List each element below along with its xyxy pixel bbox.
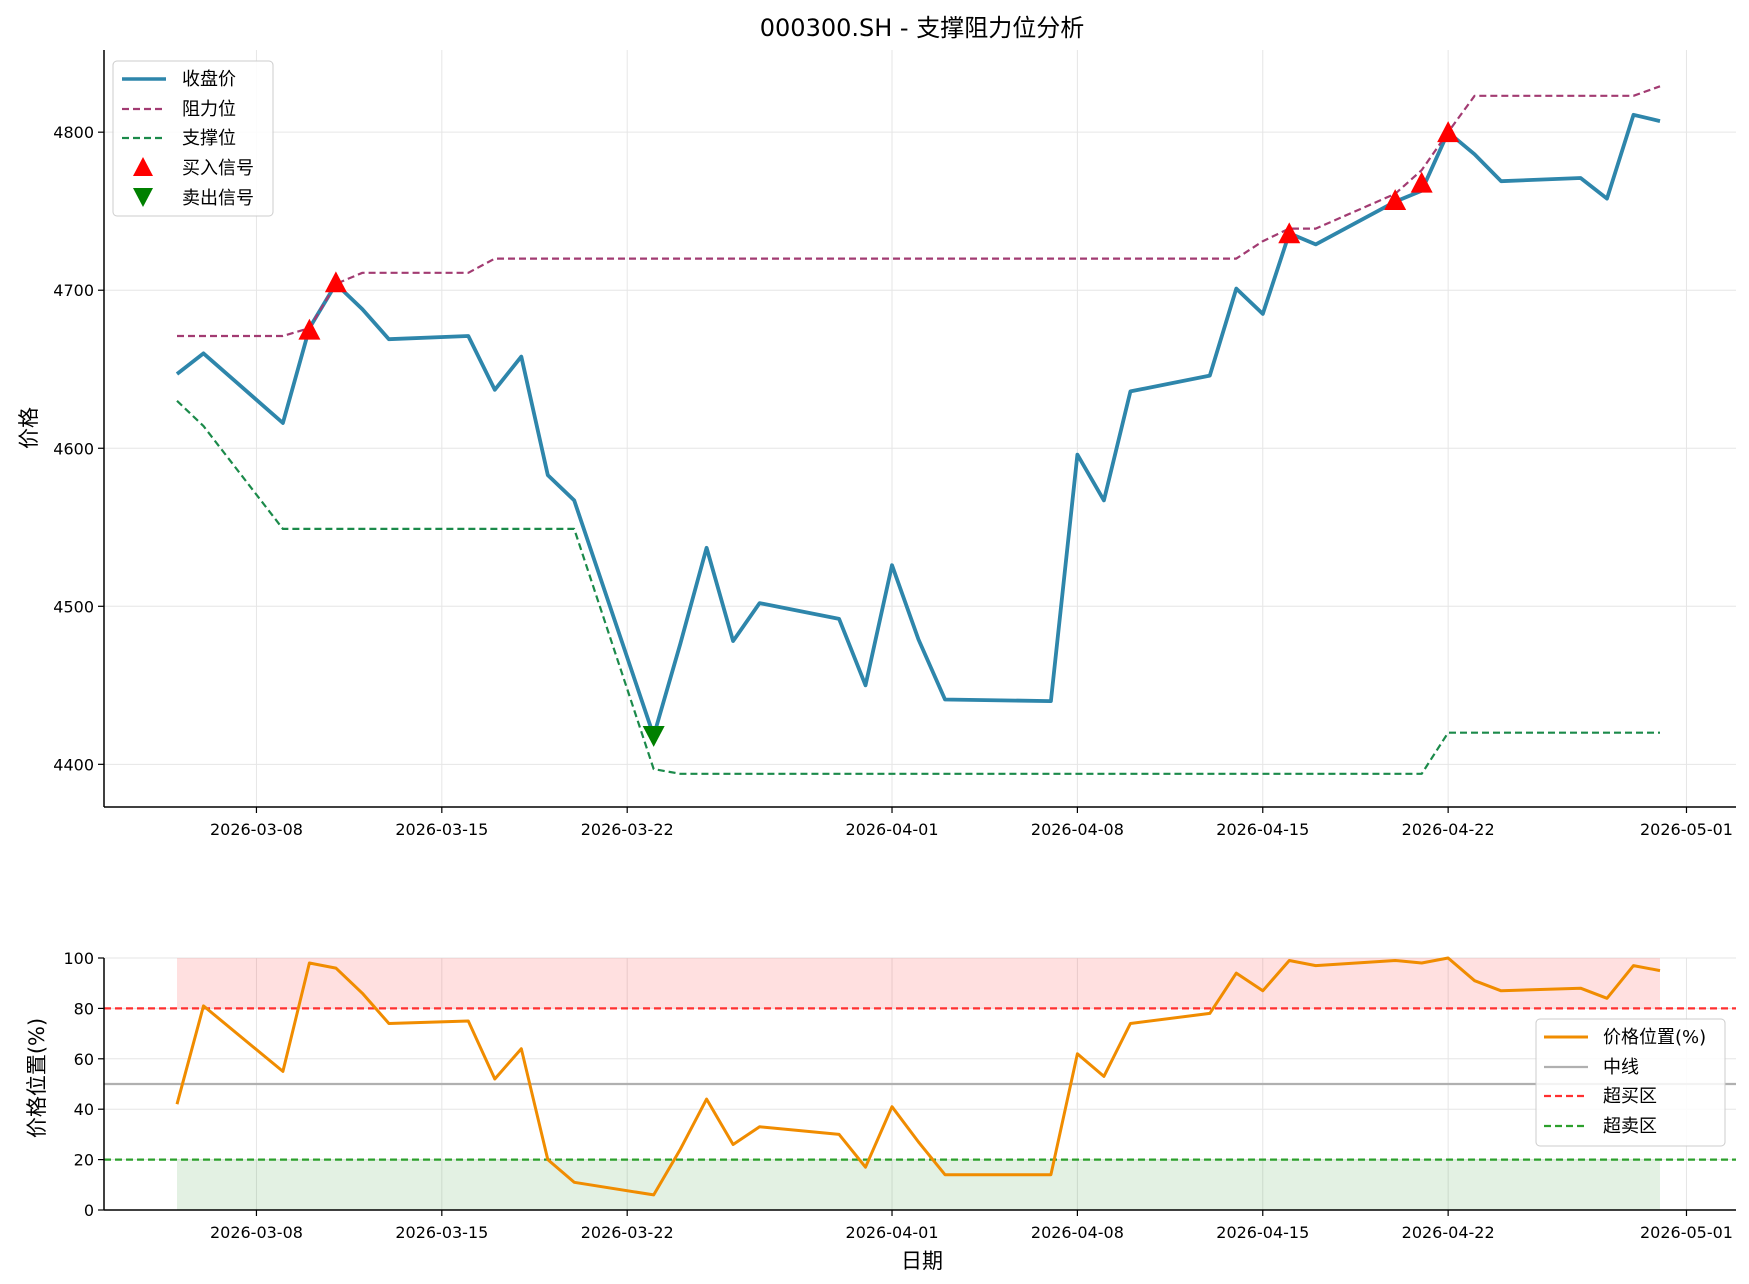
price-legend: 收盘价 阻力位 支撑位 买入信号 卖出信号 (112, 60, 274, 217)
x-axis-label: 日期 (901, 1249, 943, 1273)
chart-title: 000300.SH - 支撑阻力位分析 (760, 14, 1084, 42)
price-series (175, 85, 1661, 775)
x-tick-label: 2026-04-22 (1402, 820, 1495, 839)
buy-signal-marker (1278, 222, 1301, 244)
y-tick-label: 4600 (53, 439, 94, 458)
x-tick-label: 2026-04-08 (1031, 1223, 1124, 1242)
x-tick-label: 2026-05-01 (1640, 820, 1733, 839)
legend-label-overbought: 超买区 (1603, 1086, 1657, 1107)
series-line (176, 400, 1660, 775)
x-tick-label: 2026-04-01 (846, 820, 939, 839)
zone-band (177, 1159, 1660, 1210)
price-axes (103, 50, 1736, 808)
buy-signal-marker (324, 271, 347, 293)
series-line (175, 956, 1661, 1197)
series-line (177, 85, 1661, 338)
position-y-ticks: 0 20 40 60 80 100 (63, 949, 104, 1220)
x-tick-label: 2026-03-22 (581, 820, 674, 839)
legend-label-buy: 买入信号 (182, 158, 254, 179)
x-tick-label: 2026-05-01 (1640, 1223, 1733, 1242)
y-tick-label: 20 (74, 1151, 94, 1170)
y-tick-label: 4700 (53, 281, 94, 300)
legend-label-support: 支撑位 (182, 128, 236, 149)
position-y-axis-label: 价格位置(%) (25, 1018, 49, 1138)
price-y-axis-label: 价格 (17, 407, 41, 449)
x-tick-label: 2026-04-22 (1402, 1223, 1495, 1242)
price-y-ticks: 4400 4500 4600 4700 4800 (53, 123, 104, 774)
y-tick-label: 100 (63, 949, 94, 968)
position-series (175, 956, 1661, 1197)
x-tick-label: 2026-03-08 (210, 1223, 303, 1242)
legend-label-sell: 卖出信号 (182, 188, 254, 209)
y-tick-label: 80 (74, 999, 94, 1018)
x-tick-label: 2026-04-08 (1031, 820, 1124, 839)
x-tick-label: 2026-03-15 (395, 1223, 488, 1242)
x-tick-label: 2026-04-15 (1216, 1223, 1309, 1242)
buy-signal-marker (298, 318, 321, 340)
signal-markers (298, 121, 1460, 747)
legend-swatch-sell (133, 188, 153, 207)
x-tick-label: 2026-04-01 (846, 1223, 939, 1242)
price-x-ticks: 2026-03-08 2026-03-15 2026-03-22 2026-04-01… (210, 807, 1733, 839)
y-tick-label: 4500 (53, 597, 94, 616)
buy-signal-marker (1410, 171, 1433, 193)
legend-label-midline: 中线 (1603, 1057, 1639, 1078)
y-tick-label: 60 (74, 1050, 94, 1069)
legend-label-close: 收盘价 (182, 69, 236, 90)
position-axes (103, 958, 1736, 1211)
y-tick-label: 40 (74, 1100, 94, 1119)
legend-label-position: 价格位置(%) (1603, 1027, 1706, 1048)
price-grid (104, 50, 1736, 807)
y-tick-label: 4400 (53, 755, 94, 774)
buy-signal-marker (1437, 121, 1460, 143)
y-tick-label: 0 (84, 1201, 94, 1220)
x-tick-label: 2026-03-08 (210, 820, 303, 839)
position-reference-lines (104, 1007, 1736, 1161)
buy-signal-marker (1384, 189, 1407, 211)
y-tick-label: 4800 (53, 123, 94, 142)
legend-label-resistance: 阻力位 (182, 99, 236, 120)
position-bands (177, 958, 1660, 1210)
position-x-ticks: 2026-03-08 2026-03-15 2026-03-22 2026-04-01… (210, 1210, 1733, 1242)
sell-signal-marker (642, 725, 665, 747)
x-tick-label: 2026-03-15 (395, 820, 488, 839)
legend-swatch-buy (133, 157, 153, 176)
position-legend: 价格位置(%) 中线 超买区 超卖区 (1535, 1018, 1726, 1147)
x-tick-label: 2026-04-15 (1216, 820, 1309, 839)
x-tick-label: 2026-03-22 (581, 1223, 674, 1242)
series-line (175, 112, 1661, 738)
legend-label-oversold: 超卖区 (1603, 1116, 1657, 1137)
zone-band (177, 958, 1660, 1009)
